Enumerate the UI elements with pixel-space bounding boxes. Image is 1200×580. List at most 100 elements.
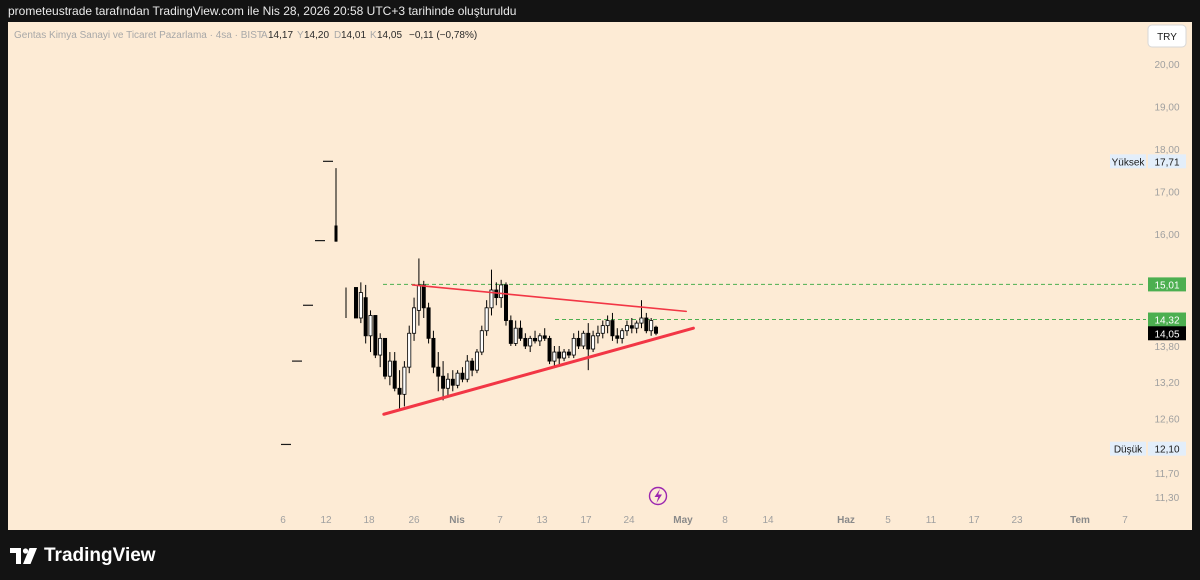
hl-price-bg [1148, 441, 1186, 456]
candle-body [474, 351, 479, 371]
candle-body [421, 284, 426, 309]
hl-tag-label: Yüksek [1112, 157, 1146, 168]
y-tick-label: 13,20 [1154, 378, 1179, 389]
hl-tag-bg [1110, 154, 1146, 169]
x-tick-label: Haz [837, 515, 855, 526]
candle-body [441, 375, 446, 389]
y-tick-label: 12,60 [1154, 414, 1179, 425]
candle-body [383, 337, 388, 377]
x-tick-label: 5 [885, 515, 891, 526]
y-tick-label: 16,00 [1154, 230, 1179, 241]
chart-panel[interactable] [8, 22, 1192, 530]
candle-body [552, 351, 557, 362]
ohlc-open-key: A [261, 30, 268, 41]
ohlc-low-key: D [334, 30, 341, 41]
trendline-lower[interactable] [382, 326, 695, 416]
last-price-label-bg [1148, 326, 1186, 341]
x-tick-label: 7 [1122, 515, 1128, 526]
candle-body [402, 366, 407, 395]
x-tick-label: 18 [363, 515, 375, 526]
candle-body [363, 297, 368, 337]
x-tick-label: 26 [408, 515, 420, 526]
ohlc-change-value: −0,11 (−0,78%) [409, 30, 477, 41]
candle-body [620, 330, 625, 339]
currency-button-label: TRY [1157, 32, 1177, 43]
y-tick-label: 11,70 [1155, 469, 1180, 480]
ohlc-close-key: K [370, 30, 377, 41]
candle-body [533, 337, 538, 342]
candle-body [571, 337, 576, 356]
x-tick-label: 17 [580, 515, 592, 526]
candle-body [450, 378, 455, 386]
footer-bar [0, 530, 1200, 580]
candle-body [358, 292, 363, 319]
candle-body [634, 322, 639, 329]
candle-body [639, 317, 644, 324]
candle-body [576, 337, 581, 347]
ohlc-high-value: 14,20 [304, 30, 329, 41]
x-tick-label: 13 [536, 515, 548, 526]
candle-body [470, 360, 475, 371]
level-price-label-bg [1148, 277, 1186, 292]
y-tick-label: 20,00 [1154, 60, 1179, 71]
candle-body [479, 330, 484, 353]
x-tick-label: 7 [497, 515, 503, 526]
trendline-upper[interactable] [411, 284, 688, 313]
x-tick-label: 11 [926, 515, 937, 526]
candle-body [499, 284, 504, 299]
hl-tag-bg [1110, 441, 1146, 456]
y-tick-label: 17,00 [1154, 188, 1179, 199]
hl-price-label: 17,71 [1154, 157, 1179, 168]
candle-body [334, 225, 338, 242]
ohlc-close-value: 14,05 [377, 30, 402, 41]
candle-body [591, 335, 596, 350]
candle-body [503, 284, 508, 321]
x-tick-label: 14 [762, 515, 774, 526]
hl-tag-label: Düşük [1114, 445, 1143, 456]
hl-price-label: 12,10 [1154, 445, 1179, 456]
candle-body [387, 360, 392, 377]
candle-body [513, 327, 518, 344]
tradingview-logo[interactable]: TradingView [10, 545, 156, 567]
currency-button[interactable]: TRY [1147, 24, 1187, 48]
candle-body [605, 320, 610, 327]
candle-body [431, 337, 436, 368]
candle-body [436, 366, 441, 377]
candle-body [557, 351, 562, 359]
candle-body [600, 325, 605, 334]
candle-body [581, 332, 586, 347]
level-price-label-bg [1148, 312, 1186, 327]
candle-body [586, 332, 591, 350]
candle-body [624, 325, 629, 332]
candle-body [484, 307, 489, 332]
hl-price-bg [1148, 154, 1186, 169]
candle-body [392, 360, 397, 389]
candle-body [566, 351, 571, 356]
candle-body [455, 372, 460, 386]
lightning-icon[interactable] [648, 486, 668, 506]
ohlc-open-value: 14,17 [268, 30, 293, 41]
candle-body [416, 284, 421, 311]
candle-body [378, 337, 383, 356]
candle-body [518, 327, 523, 339]
candle-body [615, 335, 620, 339]
candle-body [368, 315, 373, 337]
ohlc-low-value: 14,01 [341, 30, 366, 41]
x-tick-label: 8 [722, 515, 728, 526]
y-tick-label: 11,30 [1155, 493, 1180, 504]
chart-snapshot-header: prometeustrade tarafından TradingView.co… [8, 4, 517, 18]
candle-body [547, 337, 552, 362]
candle-body [610, 320, 615, 337]
candle-body [508, 320, 513, 344]
candle-body [595, 332, 600, 337]
candle-body [445, 378, 450, 389]
candle-body [528, 337, 533, 347]
brand-name: TradingView [44, 545, 156, 566]
x-tick-label: 24 [623, 515, 635, 526]
candle-body [353, 287, 358, 319]
candle-body [542, 335, 547, 339]
candle-body [426, 307, 431, 339]
candle-body [654, 326, 659, 334]
candle-body [407, 332, 412, 368]
